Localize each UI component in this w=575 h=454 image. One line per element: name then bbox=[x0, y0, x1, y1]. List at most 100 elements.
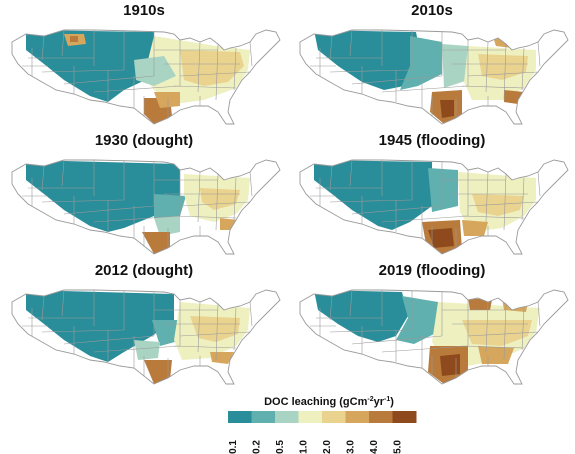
legend-swatch bbox=[322, 411, 346, 423]
leaching-region bbox=[314, 30, 422, 90]
state-border bbox=[381, 215, 469, 223]
state-border bbox=[485, 301, 489, 353]
legend-swatch bbox=[275, 411, 299, 423]
state-border bbox=[197, 171, 201, 223]
state-border bbox=[41, 69, 125, 73]
state-border bbox=[329, 165, 333, 191]
leaching-region bbox=[134, 56, 176, 86]
state-border bbox=[233, 307, 237, 351]
state-border bbox=[329, 35, 333, 61]
legend-swatch bbox=[251, 411, 276, 423]
state-border bbox=[537, 301, 541, 327]
us-outline bbox=[11, 159, 281, 255]
map-panels: 1910s 2010s 1930 (dought) 1945 (flooding) 20… bbox=[11, 2, 569, 385]
legend-swatch bbox=[298, 411, 323, 423]
state-border bbox=[349, 290, 353, 317]
state-border bbox=[521, 307, 525, 351]
leaching-regions bbox=[26, 290, 250, 384]
leaching-region bbox=[314, 160, 432, 230]
state-border bbox=[179, 201, 251, 207]
legend-tick-label: 0.2 bbox=[252, 440, 263, 454]
state-border bbox=[349, 30, 353, 57]
state-border bbox=[381, 85, 469, 93]
leaching-region bbox=[70, 36, 78, 42]
state-border bbox=[249, 301, 253, 327]
state-border bbox=[41, 329, 125, 333]
leaching-region bbox=[504, 90, 524, 104]
state-border bbox=[173, 215, 237, 219]
state-border bbox=[179, 331, 251, 337]
leaching-region bbox=[468, 298, 492, 310]
map-panel: 2019 (flooding) bbox=[299, 262, 569, 385]
panel-title: 1910s bbox=[123, 2, 165, 19]
leaching-region bbox=[442, 44, 468, 88]
leaching-region bbox=[190, 316, 240, 342]
us-map bbox=[299, 289, 569, 385]
us-map bbox=[11, 289, 281, 385]
panel-title: 2010s bbox=[411, 2, 453, 19]
state-border bbox=[233, 177, 237, 221]
state-border bbox=[61, 290, 65, 317]
leaching-region bbox=[440, 354, 460, 376]
leaching-region bbox=[314, 290, 408, 342]
leaching-region bbox=[428, 168, 458, 212]
state-border bbox=[349, 160, 353, 187]
state-border bbox=[461, 215, 525, 219]
us-map bbox=[11, 29, 281, 125]
map-panel: 1930 (dought) bbox=[11, 132, 281, 255]
us-outline bbox=[299, 159, 569, 255]
leaching-regions bbox=[314, 290, 540, 384]
state-border bbox=[197, 301, 201, 353]
legend-color-bar bbox=[228, 411, 417, 423]
legend-swatch bbox=[392, 411, 417, 423]
legend-swatch bbox=[345, 411, 370, 423]
legend-tick-label: 0.1 bbox=[228, 440, 239, 454]
leaching-region bbox=[26, 30, 154, 102]
state-border bbox=[537, 41, 541, 67]
legend-tick-label: 3.0 bbox=[346, 440, 357, 454]
leaching-region bbox=[400, 36, 442, 90]
leaching-region bbox=[478, 346, 514, 364]
us-outline bbox=[11, 29, 281, 125]
state-border bbox=[485, 171, 489, 223]
legend-tick-label: 1.0 bbox=[299, 440, 310, 454]
state-border bbox=[41, 295, 45, 321]
map-panel: 2010s bbox=[299, 2, 569, 125]
leaching-region bbox=[142, 232, 170, 254]
us-outline bbox=[11, 289, 281, 385]
state-border bbox=[503, 43, 507, 101]
leaching-region bbox=[154, 92, 180, 108]
map-panel: 2012 (dought) bbox=[11, 262, 281, 385]
state-border bbox=[467, 71, 539, 77]
us-map bbox=[299, 29, 569, 125]
state-border bbox=[351, 335, 443, 345]
leaching-region bbox=[26, 160, 180, 232]
state-border bbox=[41, 165, 45, 191]
state-border bbox=[173, 345, 237, 349]
leaching-region bbox=[462, 320, 532, 346]
legend-swatch bbox=[369, 411, 393, 423]
leaching-region bbox=[180, 50, 244, 86]
state-borders bbox=[22, 290, 253, 378]
state-border bbox=[93, 345, 181, 353]
state-borders bbox=[22, 160, 253, 248]
legend: DOC leaching (gCm-2yr-1) 0.1 0.2 0.5 1.0 2.0… bbox=[228, 396, 417, 454]
legend-tick-label: 4.0 bbox=[369, 440, 380, 454]
state-border bbox=[93, 215, 181, 223]
panel-title: 1945 (flooding) bbox=[379, 132, 486, 149]
leaching-region bbox=[154, 216, 180, 236]
legend-tick-label: 2.0 bbox=[322, 440, 333, 454]
map-panel: 1945 (flooding) bbox=[299, 132, 569, 255]
state-border bbox=[521, 177, 525, 221]
leaching-region bbox=[134, 340, 160, 360]
state-borders bbox=[22, 30, 253, 118]
state-border bbox=[41, 35, 45, 61]
state-border bbox=[485, 41, 489, 93]
state-border bbox=[329, 199, 413, 203]
state-borders bbox=[310, 30, 541, 118]
state-border bbox=[351, 75, 443, 85]
state-border bbox=[329, 69, 413, 73]
state-border bbox=[503, 303, 507, 361]
legend-title: DOC leaching (gCm-2yr-1) bbox=[264, 396, 394, 408]
